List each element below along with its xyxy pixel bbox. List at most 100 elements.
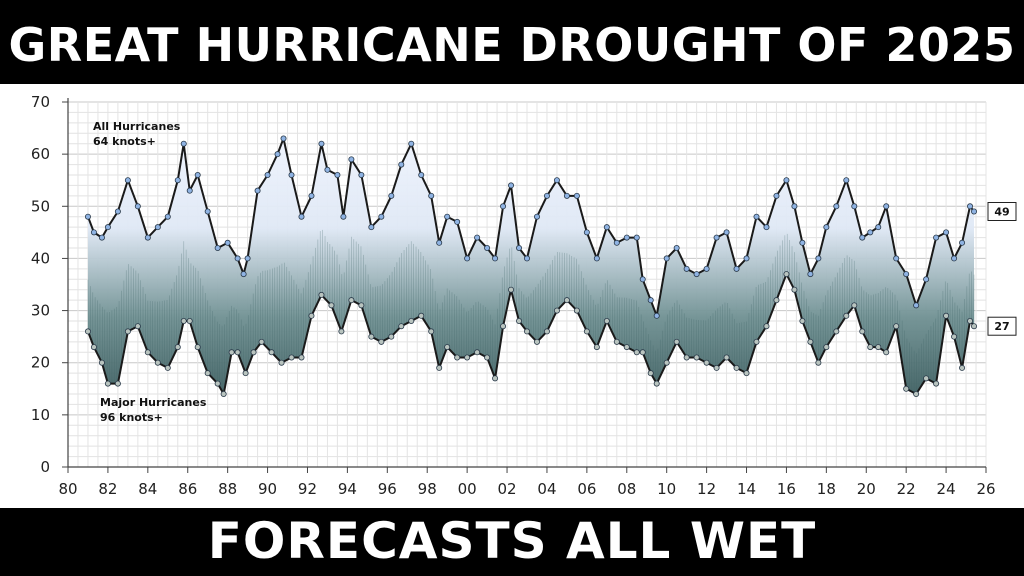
point-all [843,177,850,184]
point-major [903,385,910,392]
point-major [500,323,507,330]
point-all [508,182,515,189]
x-tick-label: 02 [497,480,516,498]
point-major [474,349,481,356]
point-all [833,203,840,210]
point-major [723,354,730,361]
x-tick-label: 04 [537,480,556,498]
point-major [154,359,161,366]
point-major [204,370,211,377]
point-all [418,172,425,179]
point-major [186,317,193,324]
x-tick-label: 86 [178,480,197,498]
end-label-major: 27 [994,320,1009,333]
point-major [428,328,435,335]
point-major [713,364,720,371]
point-all [280,135,287,142]
annotation-all-hurricanes: 64 knots+ [93,135,156,148]
y-tick-label: 30 [31,302,50,320]
point-all [334,172,341,179]
point-major [444,344,451,351]
point-major [763,323,770,330]
point-all [791,203,798,210]
point-major [90,344,97,351]
point-all [398,161,405,168]
point-major [773,297,780,304]
point-all [807,271,814,278]
point-all [903,271,910,278]
point-all [823,224,830,231]
x-tick-label: 90 [258,480,277,498]
point-all [653,312,660,319]
point-major [338,328,345,335]
point-all [254,187,261,194]
point-all [454,218,461,225]
point-major [673,338,680,345]
point-major [114,380,121,387]
point-major [583,328,590,335]
point-all [573,192,580,199]
point-all [340,213,347,220]
y-tick-label: 70 [31,93,50,111]
point-major [388,333,395,340]
point-major [563,297,570,304]
point-all [663,255,670,262]
point-all [563,192,570,199]
point-major [913,390,920,397]
headline-banner: GREAT HURRICANE DROUGHT OF 2025 [0,0,1024,84]
point-major [851,302,858,309]
point-all [743,255,750,262]
point-major [743,370,750,377]
point-all [500,203,507,210]
point-major [633,349,640,356]
point-major [134,323,141,330]
point-all [773,192,780,199]
point-all [368,224,375,231]
headline-text: GREAT HURRICANE DROUGHT OF 2025 [8,18,1016,72]
point-major [875,344,882,351]
point-major [533,338,540,345]
point-major [593,344,600,351]
point-major [258,338,265,345]
point-all [875,224,882,231]
point-all [474,234,481,241]
point-major [823,344,830,351]
point-major [959,364,966,371]
point-major [843,312,850,319]
point-major [693,354,700,361]
point-all [913,302,920,309]
point-major [753,338,760,345]
point-major [951,333,958,340]
point-all [733,265,740,272]
point-all [164,213,171,220]
series-markers [84,135,978,397]
x-tick-label: 06 [577,480,596,498]
point-major [524,328,531,335]
point-all [348,156,355,163]
point-major [408,317,415,324]
point-major [639,349,646,356]
axes [62,98,987,473]
point-all [114,208,121,215]
point-all [288,172,295,179]
point-major [174,344,181,351]
point-all [134,203,141,210]
point-all [703,265,710,272]
point-all [647,297,654,304]
x-tick-label: 22 [897,480,916,498]
point-all [154,224,161,231]
point-all [204,208,211,215]
x-tick-label: 82 [98,480,117,498]
point-all [224,239,231,246]
chart-panel: 0 10 20 30 40 50 60 70 80 82 84 86 88 90 92 94 96 98 00 02 0… [0,84,1024,508]
point-all [867,229,874,236]
tick-labels: 0 10 20 30 40 50 60 70 80 82 84 86 88 90 92 94 96 98 00 02 0… [31,93,996,498]
point-all [593,255,600,262]
point-major [220,390,227,397]
point-major [144,349,151,356]
x-tick-label: 16 [777,480,796,498]
point-major [867,344,874,351]
point-major [104,380,111,387]
x-tick-label: 92 [298,480,317,498]
point-all [358,172,365,179]
